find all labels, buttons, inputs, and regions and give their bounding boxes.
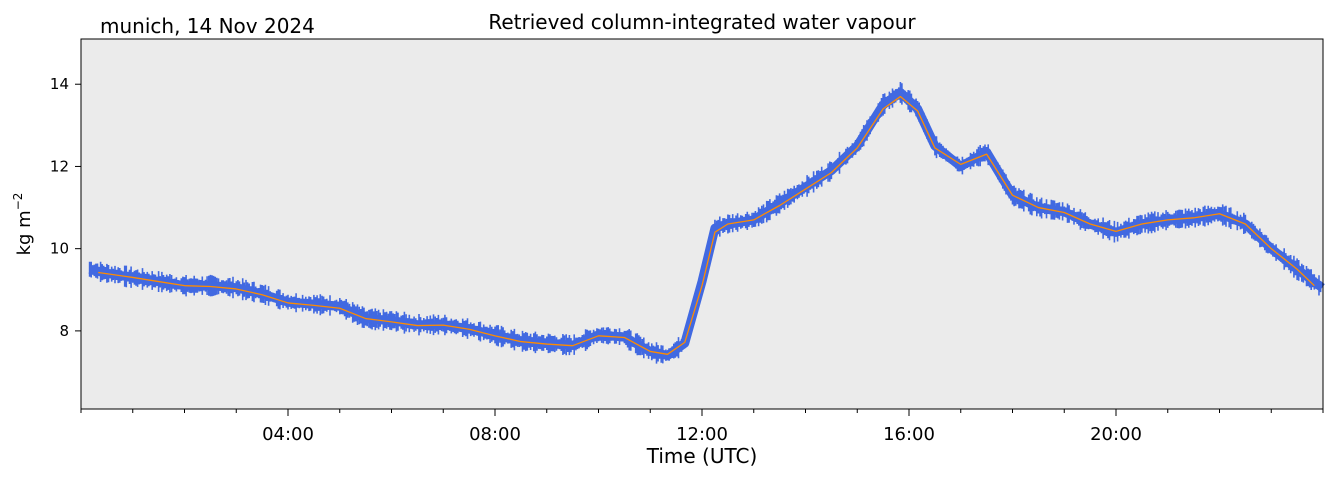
location-date-label: munich, 14 Nov 2024 — [100, 14, 315, 38]
y-axis: 8 10 12 14 — [50, 75, 81, 340]
chart-title: Retrieved column-integrated water vapour — [488, 10, 916, 34]
y-tick-label: 8 — [59, 322, 69, 340]
x-axis-label: Time (UTC) — [646, 444, 758, 468]
x-tick-label: 12:00 — [676, 424, 728, 445]
plot-area-background — [81, 39, 1323, 409]
y-axis-label-base: kg m — [14, 210, 35, 255]
smoothed-series-line — [98, 95, 1315, 355]
x-tick-label: 16:00 — [883, 424, 935, 445]
x-tick-label: 04:00 — [262, 424, 314, 445]
y-axis-label-exponent: −2 — [11, 193, 25, 211]
x-tick-label: 08:00 — [469, 424, 521, 445]
x-axis: 04:00 08:00 12:00 16:00 20:00 — [80, 409, 1324, 445]
series-layer — [88, 82, 1325, 364]
y-axis-label: kg m−2 — [11, 193, 35, 256]
y-tick-label: 14 — [50, 75, 69, 93]
y-tick-label: 10 — [50, 240, 69, 258]
y-tick-label: 12 — [50, 157, 69, 175]
x-tick-label: 20:00 — [1090, 424, 1142, 445]
